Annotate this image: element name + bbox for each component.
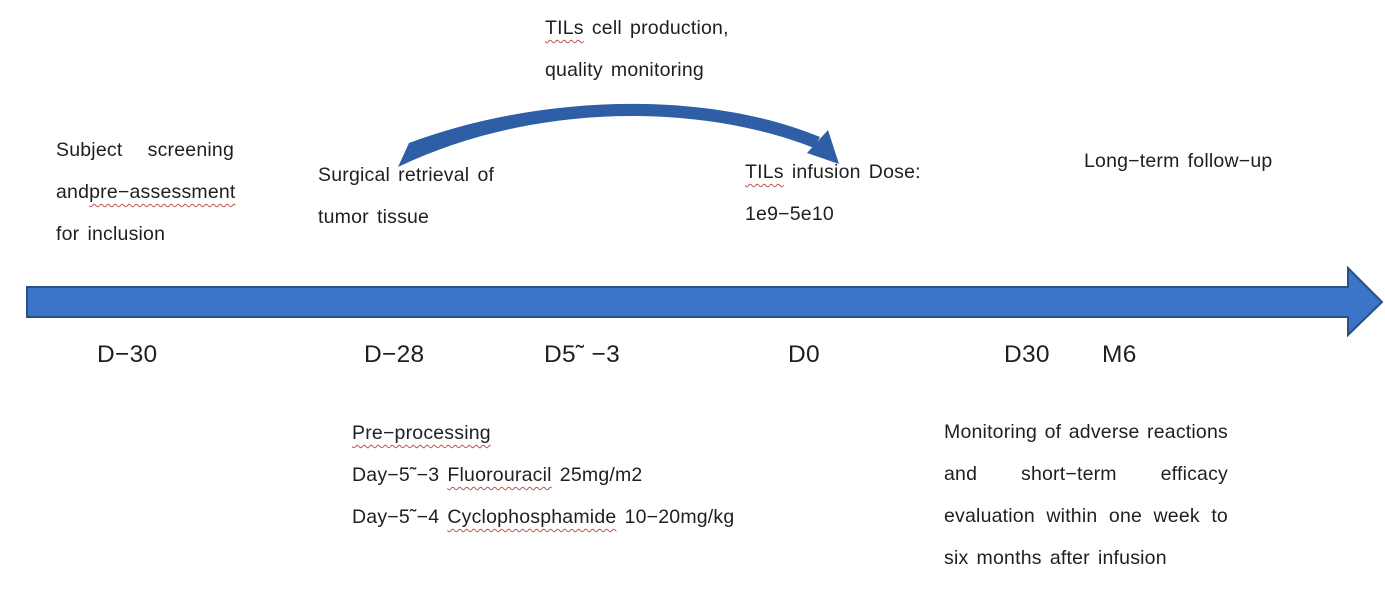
timeline-arrow [26,265,1384,338]
note-text: efficacy [1160,463,1228,485]
tils-word: TILs [545,17,584,39]
timeline-label-d0: D0 [788,341,820,368]
process-curve-arrow [398,103,820,167]
note-text: evaluation [944,505,1035,527]
note-text: infusion Dose: [791,161,921,183]
note-line: six months after infusion [944,547,1167,569]
note-text: Day−5˜−3 [352,464,440,486]
note-line: Pre−processing [352,412,734,454]
process-curve-arrowhead [807,130,839,164]
note-monitoring: Monitoring of adverse reactions and shor… [944,411,1228,579]
note-text: and [944,463,978,485]
note-text: to [1211,505,1228,527]
note-text: and [56,181,90,203]
note-line: quality monitoring [545,59,704,81]
timeline-label-d-minus-30: D−30 [97,341,158,368]
note-text: Monitoring [944,421,1038,443]
drug-name: Fluorouracil [447,464,552,486]
note-subject-screening: Subject screening and pre−assessment for… [56,129,236,255]
note-line: Subject screening [56,129,234,171]
drug-name: Cyclophosphamide [447,506,617,528]
note-text: short−term [1021,463,1117,485]
tils-word: TILs [745,161,784,183]
note-line: Surgical retrieval of [318,164,495,186]
note-line: Day−5˜−3 Fluorouracil 25mg/m2 [352,454,734,496]
note-text: within [1046,505,1098,527]
timeline-label-d-minus-28: D−28 [364,341,425,368]
note-text: screening [147,139,234,161]
note-preprocessing: Pre−processing Day−5˜−3 Fluorouracil 25m… [352,412,734,538]
timeline-label-m6: M6 [1102,341,1137,368]
note-line: and short−term efficacy [944,453,1228,495]
note-text: of [1044,421,1062,443]
timeline-label-d30: D30 [1004,341,1050,368]
note-text: one [1108,505,1143,527]
note-line: evaluation within one week to [944,495,1228,537]
timeline-label-d5-to-3: D5˜ −3 [544,341,621,368]
note-line: tumor tissue [318,206,430,228]
dose-text: 10−20mg/kg [624,506,735,528]
note-line: 1e9−5e10 [745,203,834,225]
note-line: TILs infusion Dose: [745,151,921,193]
note-text: Pre−processing [352,422,491,444]
note-surgical-retrieval: Surgical retrieval of tumor tissue [318,154,494,238]
note-text: cell production, [591,17,729,39]
note-tils-infusion: TILs infusion Dose: 1e9−5e10 [745,151,921,235]
note-tils-production: TILs cell production, quality monitoring [545,7,729,91]
note-line: Monitoring of adverse reactions [944,411,1228,453]
note-line: Day−5˜−4 Cyclophosphamide 10−20mg/kg [352,496,734,538]
note-line: TILs cell production, [545,7,729,49]
note-line: Long−term follow−up [1084,150,1273,172]
note-text: Day−5˜−4 [352,506,440,528]
note-text: Subject [56,139,123,161]
note-text: reactions [1147,421,1228,443]
note-line: and pre−assessment [56,171,236,213]
note-line: for inclusion [56,223,166,245]
note-long-term-followup: Long−term follow−up [1084,140,1272,182]
dose-text: 25mg/m2 [559,464,643,486]
note-text: pre−assessment [89,181,236,203]
note-text: week [1153,505,1200,527]
note-text: adverse [1068,421,1140,443]
